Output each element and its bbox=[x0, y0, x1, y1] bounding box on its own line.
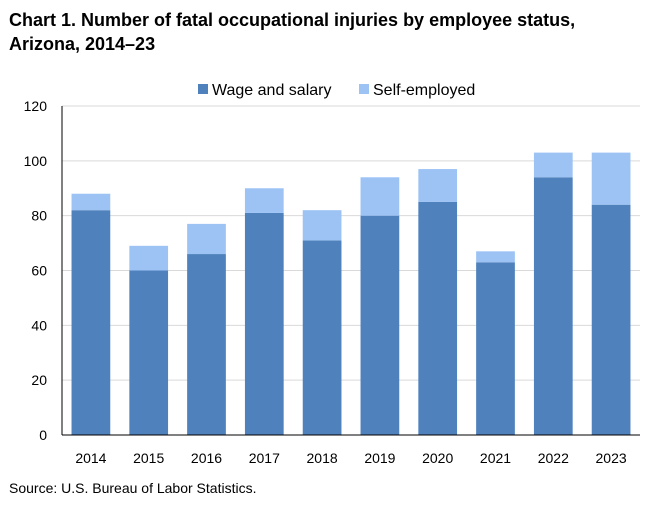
bar-wage-and-salary bbox=[187, 254, 226, 435]
legend-swatch bbox=[359, 84, 369, 94]
x-tick-label: 2017 bbox=[249, 450, 280, 466]
x-tick-label: 2022 bbox=[538, 450, 569, 466]
y-tick-label: 60 bbox=[31, 263, 47, 279]
bar-wage-and-salary bbox=[476, 262, 515, 435]
chart-title: Chart 1. Number of fatal occupational in… bbox=[9, 10, 576, 54]
bar-self-employed bbox=[244, 188, 284, 213]
bar-self-employed bbox=[591, 152, 631, 205]
x-axis: 2014 2015 2016 2017 2018 2019 2020 2021 2022 2023 bbox=[62, 434, 640, 466]
legend-swatch bbox=[198, 84, 208, 94]
x-tick-label: 2021 bbox=[480, 450, 511, 466]
y-tick-label: 40 bbox=[31, 317, 47, 333]
y-tick-label: 0 bbox=[39, 427, 47, 443]
source-note: Source: U.S. Bureau of Labor Statistics. bbox=[9, 480, 257, 496]
bar-self-employed bbox=[129, 245, 169, 271]
y-axis: 0 20 40 60 80 100 120 bbox=[24, 98, 63, 443]
x-tick-label: 2023 bbox=[596, 450, 627, 466]
legend-item-wage-and-salary: Wage and salary bbox=[212, 82, 331, 99]
x-tick-label: 2016 bbox=[191, 450, 222, 466]
x-tick-label: 2020 bbox=[422, 450, 453, 466]
legend-item-self-employed: Self-employed bbox=[373, 82, 475, 99]
x-tick-label: 2015 bbox=[133, 450, 164, 466]
y-tick-label: 80 bbox=[31, 208, 47, 224]
bar-self-employed bbox=[187, 223, 226, 255]
bar-wage-and-salary bbox=[418, 201, 458, 435]
bar-wage-and-salary bbox=[302, 240, 342, 435]
bar-self-employed bbox=[418, 169, 458, 202]
bar-wage-and-salary bbox=[533, 177, 573, 436]
y-tick-label: 100 bbox=[24, 153, 48, 169]
bars bbox=[71, 152, 631, 436]
bar-self-employed bbox=[360, 177, 400, 216]
bar-wage-and-salary bbox=[360, 215, 400, 435]
y-tick-label: 20 bbox=[31, 372, 47, 388]
bar-self-employed bbox=[71, 193, 111, 211]
y-tick-label: 120 bbox=[24, 98, 48, 114]
x-tick-label: 2019 bbox=[364, 450, 395, 466]
bar-wage-and-salary bbox=[591, 204, 631, 435]
bar-wage-and-salary bbox=[244, 212, 284, 435]
bar-wage-and-salary bbox=[71, 210, 111, 435]
bar-wage-and-salary bbox=[129, 270, 169, 435]
legend: Wage and salary Self-employed bbox=[198, 82, 475, 99]
x-tick-label: 2018 bbox=[307, 450, 338, 466]
bar-self-employed bbox=[476, 251, 515, 263]
bar-self-employed bbox=[533, 152, 573, 178]
bar-self-employed bbox=[302, 210, 342, 241]
x-tick-label: 2014 bbox=[75, 450, 106, 466]
